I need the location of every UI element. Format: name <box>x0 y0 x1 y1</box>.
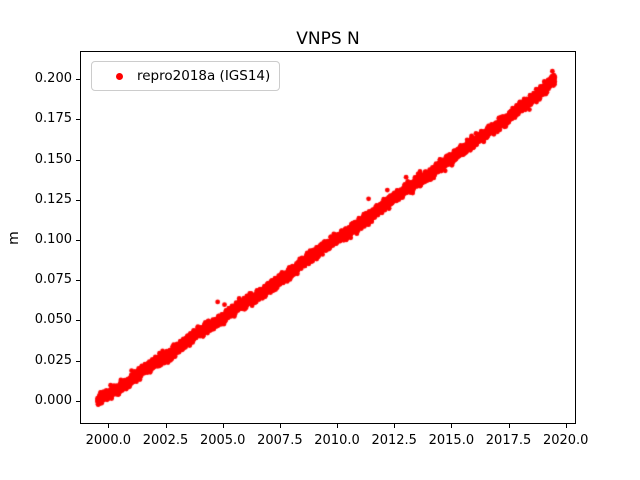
y-tick-mark <box>76 360 80 362</box>
x-axis-tick-label: 2020.0 <box>542 433 589 448</box>
x-axis-tick-label: 2017.5 <box>485 433 532 448</box>
x-tick-mark <box>451 424 453 428</box>
y-tick-mark <box>76 159 80 161</box>
y-tick-mark <box>76 79 80 80</box>
x-tick-mark <box>337 424 339 428</box>
y-axis-tick-label: 0.150 <box>34 151 72 167</box>
legend-marker-dot-icon <box>115 72 123 80</box>
y-axis-tick-label: 0.050 <box>34 312 72 328</box>
y-tick-mark <box>76 280 80 282</box>
y-tick-mark <box>76 320 80 322</box>
y-axis-tick-label: 0.175 <box>34 111 72 127</box>
x-axis-tick-label: 2000.0 <box>85 433 132 448</box>
plot-area: repro2018a (IGS14) <box>80 51 576 424</box>
scatter-canvas <box>80 51 576 424</box>
y-tick-mark <box>76 239 80 241</box>
legend: repro2018a (IGS14) <box>91 61 281 91</box>
y-axis-tick-label: 0.100 <box>34 231 72 247</box>
x-tick-mark <box>165 424 167 428</box>
x-tick-mark <box>222 424 224 428</box>
y-tick-mark <box>76 400 80 402</box>
x-tick-mark <box>394 424 396 428</box>
y-axis-tick-label: 0.025 <box>34 352 72 368</box>
x-axis-tick-label: 2007.5 <box>257 433 303 448</box>
chart-title: VNPS N <box>296 29 360 49</box>
y-axis-tick-label: 0.075 <box>34 272 72 288</box>
y-tick-mark <box>76 199 80 201</box>
y-axis-tick-label: 0.200 <box>34 71 72 86</box>
x-axis-tick-label: 2010.0 <box>314 433 360 448</box>
x-tick-mark <box>279 424 281 428</box>
y-axis-tick-label: 0.000 <box>34 392 72 408</box>
x-axis-tick-label: 2012.5 <box>371 433 417 448</box>
x-tick-mark <box>565 424 567 428</box>
x-tick-mark <box>508 424 510 428</box>
x-axis-tick-label: 2002.5 <box>142 433 189 448</box>
y-axis-tick-label: 0.125 <box>34 191 72 207</box>
x-axis-tick-label: 2015.0 <box>428 433 475 448</box>
legend-label: repro2018a (IGS14) <box>137 68 271 84</box>
y-tick-mark <box>76 119 80 121</box>
legend-marker-wrap <box>106 72 132 80</box>
x-axis-tick-label: 2005.0 <box>199 433 246 448</box>
x-tick-mark <box>108 424 110 428</box>
